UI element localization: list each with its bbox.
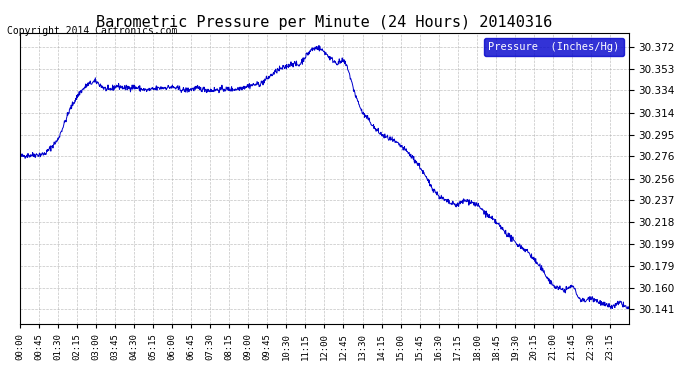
Legend: Pressure  (Inches/Hg): Pressure (Inches/Hg): [484, 38, 624, 56]
Title: Barometric Pressure per Minute (24 Hours) 20140316: Barometric Pressure per Minute (24 Hours…: [96, 15, 552, 30]
Text: Copyright 2014 Cartronics.com: Copyright 2014 Cartronics.com: [7, 26, 177, 36]
